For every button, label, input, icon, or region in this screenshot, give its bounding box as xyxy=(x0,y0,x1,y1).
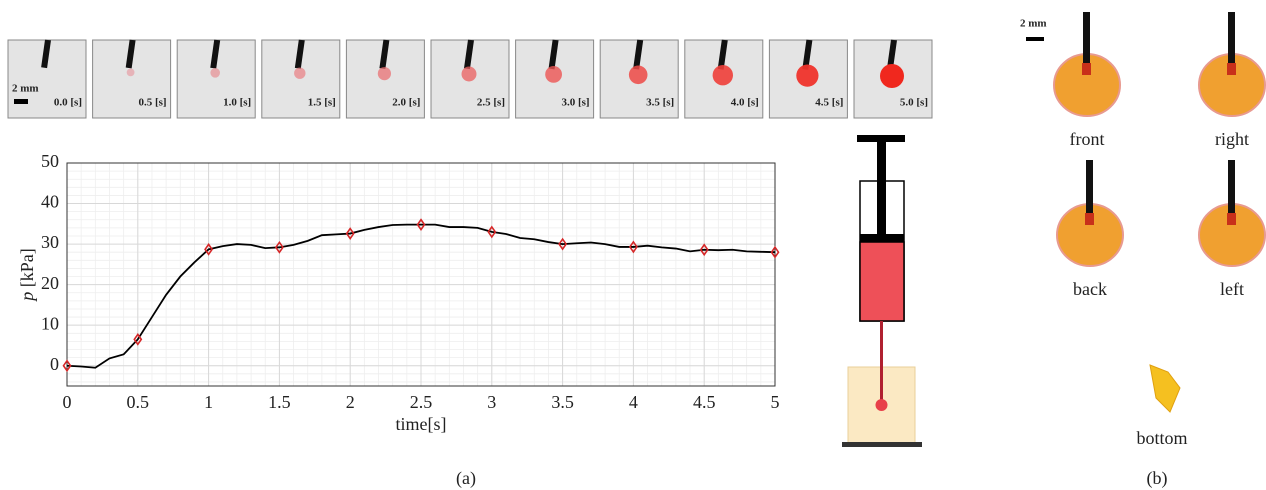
scale-bar xyxy=(14,99,28,104)
droplet xyxy=(545,66,562,83)
y-tick-label: 30 xyxy=(41,232,59,252)
view-label: left xyxy=(1220,279,1244,299)
x-tick-label: 3.5 xyxy=(551,392,574,412)
needle xyxy=(379,39,390,69)
y-axis-label: p [kPa] xyxy=(17,248,37,303)
plunger-cap xyxy=(857,135,905,142)
droplet xyxy=(294,67,306,79)
data-marker xyxy=(345,227,355,240)
data-marker xyxy=(62,359,72,373)
needle-tip xyxy=(1227,63,1236,75)
data-marker xyxy=(274,240,284,254)
data-marker xyxy=(416,218,426,232)
x-tick-label: 4 xyxy=(629,392,638,412)
y-tick-label: 40 xyxy=(41,192,59,212)
data-line xyxy=(66,223,776,369)
syringe-diagram xyxy=(842,135,922,447)
x-tick-label: 0 xyxy=(63,392,72,412)
y-tick-label: 50 xyxy=(41,151,59,171)
needle xyxy=(802,39,813,70)
frame-time-label: 3.0 [s] xyxy=(561,97,589,109)
droplet xyxy=(628,65,648,85)
needle xyxy=(1083,12,1090,70)
x-axis-label: time[s] xyxy=(396,414,447,434)
droplet xyxy=(712,65,733,86)
y-tick-label: 10 xyxy=(41,313,59,333)
scale-label: 2 mm xyxy=(12,83,39,95)
needle xyxy=(41,39,51,69)
frame-time-label: 4.0 [s] xyxy=(731,97,759,109)
frame-time-label: 0.5 [s] xyxy=(138,97,166,109)
droplet xyxy=(880,64,904,88)
frame-time-label: 2.5 [s] xyxy=(477,97,505,109)
x-tick-label: 0.5 xyxy=(127,392,150,412)
y-axis-unit: [kPa] xyxy=(17,248,37,287)
frame-time-label: 0.0 [s] xyxy=(54,97,82,109)
view-label: bottom xyxy=(1136,428,1187,448)
data-marker xyxy=(699,243,709,257)
needle-tip xyxy=(1227,213,1236,225)
needle xyxy=(1228,12,1235,70)
x-tick-label: 2.5 xyxy=(410,392,433,412)
needle xyxy=(463,39,474,70)
needle xyxy=(548,39,559,70)
needle xyxy=(1228,160,1235,218)
frame-time-label: 1.5 [s] xyxy=(308,97,336,109)
scale-label: 2 mm xyxy=(1020,18,1047,30)
x-tick-label: 1.5 xyxy=(268,392,291,412)
data-marker xyxy=(558,237,568,251)
caption: (b) xyxy=(1147,468,1168,489)
needle xyxy=(880,321,883,405)
droplet xyxy=(461,66,477,82)
base xyxy=(842,442,922,447)
droplet xyxy=(126,68,135,77)
data-marker xyxy=(628,240,638,254)
frame-time-label: 2.0 [s] xyxy=(392,97,420,109)
y-axis-symbol: p xyxy=(17,292,37,303)
y-tick-label: 0 xyxy=(50,354,59,374)
x-tick-label: 5 xyxy=(771,392,780,412)
needle xyxy=(633,39,644,70)
x-tick-label: 4.5 xyxy=(693,392,716,412)
plunger-rod xyxy=(877,142,886,234)
data-marker xyxy=(770,245,780,259)
droplet xyxy=(796,64,819,87)
data-marker xyxy=(204,242,214,256)
y-tick-label: 20 xyxy=(41,273,59,293)
view-label: front xyxy=(1070,129,1105,149)
droplet xyxy=(210,68,220,78)
frame-time-label: 5.0 [s] xyxy=(900,97,928,109)
plunger xyxy=(860,234,904,242)
scale-bar xyxy=(1026,37,1044,41)
caption: (a) xyxy=(456,468,476,489)
data-marker xyxy=(487,225,497,239)
data-marker xyxy=(133,332,143,346)
needle xyxy=(125,39,136,69)
fluid xyxy=(859,241,905,322)
needle xyxy=(294,39,305,69)
frame-time-label: 1.0 [s] xyxy=(223,97,251,109)
droplet xyxy=(377,67,391,81)
x-tick-label: 2 xyxy=(346,392,355,412)
axes-frame xyxy=(66,162,776,387)
needle xyxy=(1086,160,1093,218)
view-label: back xyxy=(1073,279,1107,299)
needle xyxy=(717,39,728,70)
needle-tip xyxy=(1085,213,1094,225)
droplet xyxy=(875,399,888,411)
needle xyxy=(886,39,897,71)
needle xyxy=(210,39,221,69)
needle-tip xyxy=(1082,63,1091,75)
x-tick-label: 3 xyxy=(487,392,496,412)
line-chart: 0 0.5 1 1.5 2 2.5 3 3.5 4 4.5 501020304050time[s]p… xyxy=(17,151,779,434)
frame-time-label: 4.5 [s] xyxy=(815,97,843,109)
x-tick-label: 1 xyxy=(204,392,213,412)
frame-time-label: 3.5 [s] xyxy=(646,97,674,109)
view-label: right xyxy=(1215,129,1249,149)
sample-photo xyxy=(1149,364,1181,413)
